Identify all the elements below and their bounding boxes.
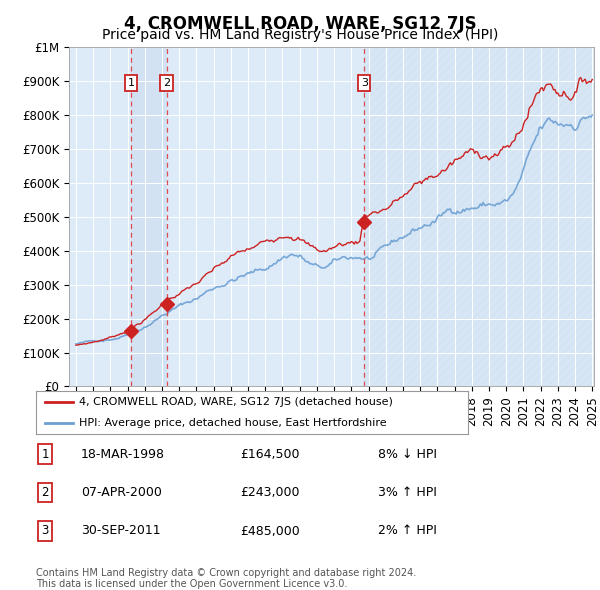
Text: 2: 2 <box>163 78 170 88</box>
Text: Price paid vs. HM Land Registry's House Price Index (HPI): Price paid vs. HM Land Registry's House … <box>102 28 498 42</box>
Text: 1: 1 <box>41 448 49 461</box>
Text: 3: 3 <box>361 78 368 88</box>
Text: £164,500: £164,500 <box>240 448 299 461</box>
Text: 4, CROMWELL ROAD, WARE, SG12 7JS (detached house): 4, CROMWELL ROAD, WARE, SG12 7JS (detach… <box>79 397 393 407</box>
Text: 4, CROMWELL ROAD, WARE, SG12 7JS: 4, CROMWELL ROAD, WARE, SG12 7JS <box>124 15 476 33</box>
Text: Contains HM Land Registry data © Crown copyright and database right 2024.
This d: Contains HM Land Registry data © Crown c… <box>36 568 416 589</box>
Text: HPI: Average price, detached house, East Hertfordshire: HPI: Average price, detached house, East… <box>79 418 387 428</box>
Text: 2% ↑ HPI: 2% ↑ HPI <box>378 525 437 537</box>
Text: 30-SEP-2011: 30-SEP-2011 <box>81 525 161 537</box>
Text: 8% ↓ HPI: 8% ↓ HPI <box>378 448 437 461</box>
Text: 2: 2 <box>41 486 49 499</box>
Text: £243,000: £243,000 <box>240 486 299 499</box>
Text: £485,000: £485,000 <box>240 525 300 537</box>
Bar <box>131 47 167 386</box>
Bar <box>364 47 594 386</box>
Text: 3: 3 <box>41 525 49 537</box>
Text: 18-MAR-1998: 18-MAR-1998 <box>81 448 165 461</box>
Text: 1: 1 <box>128 78 134 88</box>
Text: 07-APR-2000: 07-APR-2000 <box>81 486 162 499</box>
Text: 3% ↑ HPI: 3% ↑ HPI <box>378 486 437 499</box>
